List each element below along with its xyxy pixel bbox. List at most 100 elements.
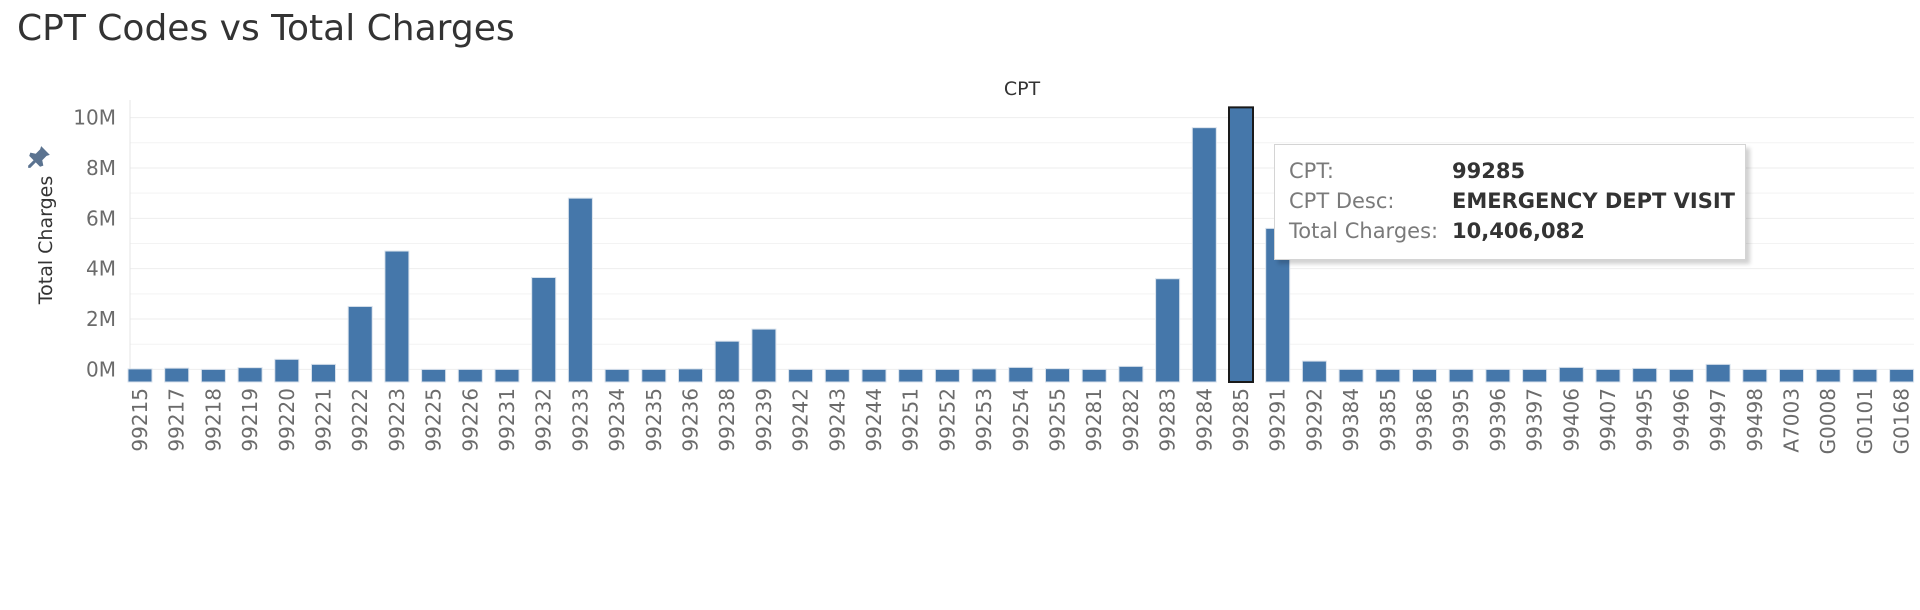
bar-99226 [457, 368, 483, 383]
bar-99243 [824, 368, 850, 383]
bar-99219 [237, 367, 263, 383]
y-tick-label: 2M [86, 307, 116, 331]
x-tick-label: 99254 [1009, 388, 1033, 452]
x-tick-label: 99221 [312, 388, 336, 452]
y-tick-label: 10M [73, 106, 116, 130]
bar-99285 [1228, 106, 1254, 384]
x-tick-label: 99217 [165, 388, 189, 452]
x-tick-label: G0168 [1890, 388, 1914, 454]
x-tick-label: 99395 [1449, 388, 1473, 452]
bar-99283 [1155, 278, 1181, 383]
y-axis-title: Total Charges [35, 176, 57, 306]
bar-99496 [1668, 368, 1694, 383]
x-tick-label: 99407 [1596, 388, 1620, 452]
bar-99239 [751, 328, 777, 383]
x-tick-label: 99238 [715, 388, 739, 452]
y-tick-label: 0M [86, 357, 116, 381]
bar-99251 [898, 368, 924, 383]
x-tick-label: G0008 [1816, 388, 1840, 454]
bar-99384 [1338, 368, 1364, 383]
x-tick-label: 99284 [1192, 388, 1216, 452]
bar-99282 [1118, 365, 1144, 383]
x-tick-label: 99225 [422, 388, 446, 452]
bar-99395 [1448, 368, 1474, 383]
bar-tooltip: CPT: 99285 CPT Desc: EMERGENCY DEPT VISIT … [1274, 144, 1746, 260]
tooltip-charges-value: 10,406,082 [1452, 219, 1585, 243]
x-tick-label: 99253 [972, 388, 996, 452]
x-tick-label: 99233 [568, 388, 592, 452]
bar-99292 [1301, 360, 1327, 383]
bar-99497 [1705, 363, 1731, 383]
x-tick-label: 99386 [1413, 388, 1437, 452]
bar-99223 [384, 250, 410, 383]
x-tick-label: 99222 [348, 388, 372, 452]
tooltip-desc-label: CPT Desc: [1289, 189, 1395, 213]
bar-G0101 [1852, 368, 1878, 383]
x-tick-label: 99255 [1046, 388, 1070, 452]
x-tick-label: 99283 [1156, 388, 1180, 452]
x-tick-label: 99234 [605, 388, 629, 452]
bar-99495 [1632, 367, 1658, 383]
x-tick-label: 99384 [1339, 388, 1363, 452]
x-tick-label: G0101 [1853, 388, 1877, 454]
bar-G0008 [1815, 368, 1841, 383]
tooltip-cpt-label: CPT: [1289, 159, 1334, 183]
x-tick-label: 99396 [1486, 388, 1510, 452]
x-tick-label: 99215 [128, 388, 152, 452]
x-tick-label: 99397 [1523, 388, 1547, 452]
x-tick-label: 99236 [679, 388, 703, 452]
bar-99218 [200, 368, 226, 383]
bar-99222 [347, 305, 373, 383]
x-tick-label: 99251 [899, 388, 923, 452]
y-tick-label: 4M [86, 257, 116, 281]
tooltip-charges-label: Total Charges: [1289, 219, 1439, 243]
x-tick-label: 99235 [642, 388, 666, 452]
x-tick-label: 99385 [1376, 388, 1400, 452]
x-tick-label: 99242 [789, 388, 813, 452]
bar-99255 [1045, 368, 1070, 383]
bar-99233 [567, 197, 593, 383]
bar-99253 [971, 368, 997, 383]
x-tick-label: 99406 [1559, 388, 1583, 452]
x-tick-label: 99282 [1119, 388, 1143, 452]
x-tick-label: 99223 [385, 388, 409, 452]
x-tick-label: 99218 [201, 388, 225, 452]
bar-99234 [604, 368, 630, 383]
x-tick-label: 99226 [458, 388, 482, 452]
x-tick-label: 99244 [862, 388, 886, 452]
bar-99242 [788, 368, 814, 383]
x-tick-label: 99239 [752, 388, 776, 452]
x-tick-label: 99243 [825, 388, 849, 452]
bar-99254 [1008, 366, 1034, 383]
y-tick-label: 6M [86, 206, 116, 230]
x-axis-title: CPT [1004, 78, 1041, 100]
x-tick-label: 99219 [238, 388, 262, 452]
bar-99407 [1595, 368, 1621, 383]
x-tick-label: 99292 [1302, 388, 1326, 452]
bar-99385 [1375, 368, 1401, 383]
bar-99238 [714, 340, 740, 383]
bar-99386 [1412, 368, 1437, 383]
bar-A7003 [1779, 368, 1804, 383]
bar-99498 [1742, 368, 1768, 383]
bar-99215 [127, 368, 153, 383]
x-tick-label: 99285 [1229, 388, 1253, 452]
x-tick-label: 99231 [495, 388, 519, 452]
bar-99244 [861, 368, 887, 383]
tooltip-row-cpt: CPT: 99285 [1289, 159, 1525, 183]
bar-99236 [678, 368, 703, 383]
x-tick-label: 99496 [1669, 388, 1693, 452]
bar-99221 [311, 363, 336, 383]
page-title: CPT Codes vs Total Charges [17, 8, 515, 49]
x-tick-label: 99220 [275, 388, 299, 452]
bar-99406 [1558, 366, 1584, 383]
x-tick-label: 99232 [532, 388, 556, 452]
pin-icon[interactable] [26, 144, 52, 170]
x-tick-label: 99497 [1706, 388, 1730, 452]
bar-99235 [641, 368, 667, 383]
bar-99284 [1191, 127, 1217, 383]
bar-99217 [164, 367, 190, 383]
x-tick-label: 99252 [935, 388, 959, 452]
tooltip-row-charges: Total Charges: 10,406,082 [1289, 219, 1585, 243]
